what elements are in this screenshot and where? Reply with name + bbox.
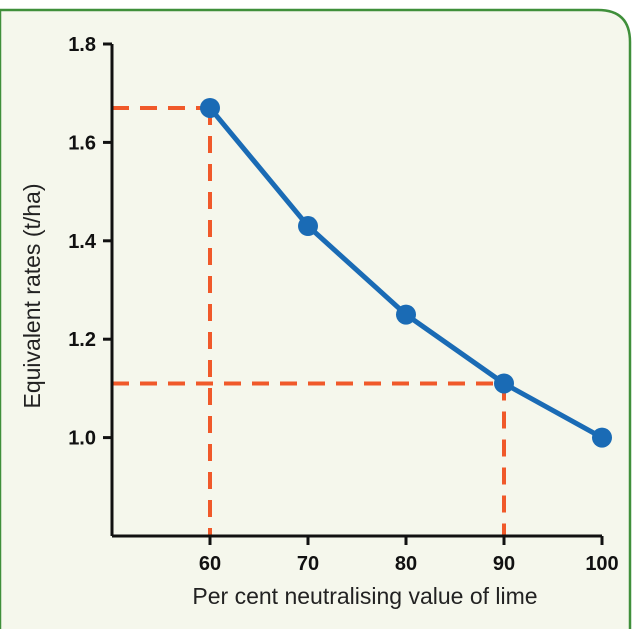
data-point (592, 427, 612, 448)
tick-marks (103, 42, 604, 545)
y-tick-label: 1.6 (68, 132, 96, 154)
data-point (298, 216, 318, 237)
panel-background (0, 8, 632, 629)
x-tick-label: 90 (493, 553, 515, 575)
y-tick-label: 1.4 (68, 231, 97, 253)
data-series (200, 97, 612, 448)
x-tick-label: 60 (199, 553, 221, 575)
guide-lines (112, 105, 506, 536)
data-point (396, 304, 416, 325)
tick-labels: 1.0 1.2 1.4 1.6 1.8 60 70 80 90 100 (68, 34, 619, 575)
x-tick-label: 80 (395, 553, 417, 575)
data-point (200, 97, 220, 118)
y-axis-title: Equivalent rates (t/ha) (19, 183, 45, 408)
y-tick-label: 1.8 (68, 34, 96, 56)
x-axis-title: Per cent neutralising value of lime (192, 583, 537, 609)
data-point (494, 373, 514, 394)
x-tick-label: 100 (585, 553, 618, 575)
y-tick-label: 1.2 (68, 329, 96, 351)
axes (110, 44, 602, 538)
y-tick-label: 1.0 (68, 428, 96, 450)
x-tick-label: 70 (297, 553, 319, 575)
